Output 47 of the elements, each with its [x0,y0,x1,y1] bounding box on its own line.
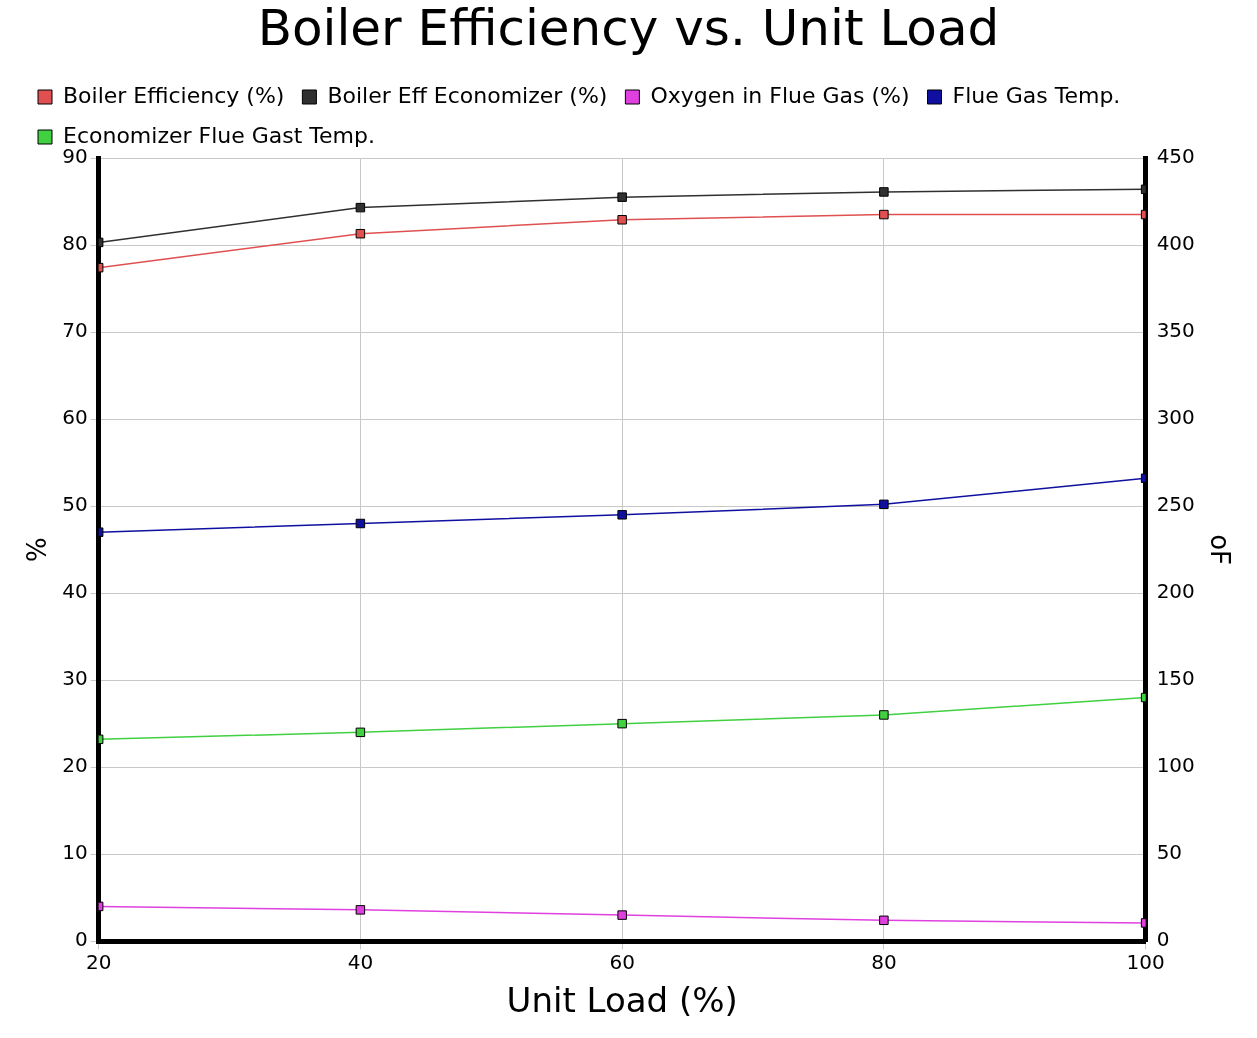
point [879,710,889,720]
y-tick-label: 70 [62,318,88,343]
point [879,915,889,926]
y-axis-title: % [22,537,53,562]
point [879,499,889,510]
y-tick-label: 60 [62,405,88,430]
point [355,727,366,738]
y2-tick-label: 350 [1156,318,1195,343]
x-tick-label: 40 [347,950,374,975]
chart-title: Boiler Efficiency vs. Unit Load [257,0,1000,57]
point [355,518,366,529]
legend-label: Oxygen in Flue Gas (%) [650,82,910,108]
y2-tick-label: 50 [1156,840,1183,865]
y-tick-label: 30 [62,666,88,691]
legend-label: Flue Gas Temp. [952,82,1121,108]
y2-tick-label: 0 [1156,927,1170,952]
y2-tick-label: 300 [1156,405,1195,430]
y-tick-label: 0 [74,927,88,952]
point [617,510,627,520]
y2-tick-label: 250 [1156,492,1195,517]
legend-label: Boiler Eff Economizer (%) [327,82,608,108]
y-tick-label: 40 [62,579,88,604]
x-tick-label: 100 [1126,950,1165,975]
point [355,228,366,239]
y2-axis-title: oF [1204,534,1235,566]
point [879,187,889,197]
x-axis-title: Unit Load (%) [506,980,738,1021]
y2-tick-label: 100 [1156,753,1195,778]
legend-label: Boiler Efficiency (%) [63,82,285,108]
y-tick-label: 80 [62,231,88,256]
x-tick-label: 20 [85,950,112,975]
point [355,202,366,213]
point [617,192,627,202]
y2-tick-label: 200 [1156,579,1195,604]
x-tick-label: 80 [871,950,897,975]
y2-tick-label: 400 [1156,231,1195,256]
y-tick-label: 10 [62,840,88,865]
y2-tick-label: 150 [1156,666,1195,691]
y-tick-label: 20 [62,753,88,778]
point [617,910,627,920]
point [879,209,889,220]
point [617,718,627,729]
point [355,905,366,915]
y2-tick-label: 450 [1156,144,1195,169]
point [617,215,627,225]
x-tick-label: 60 [609,950,635,975]
y-tick-label: 50 [62,492,88,517]
